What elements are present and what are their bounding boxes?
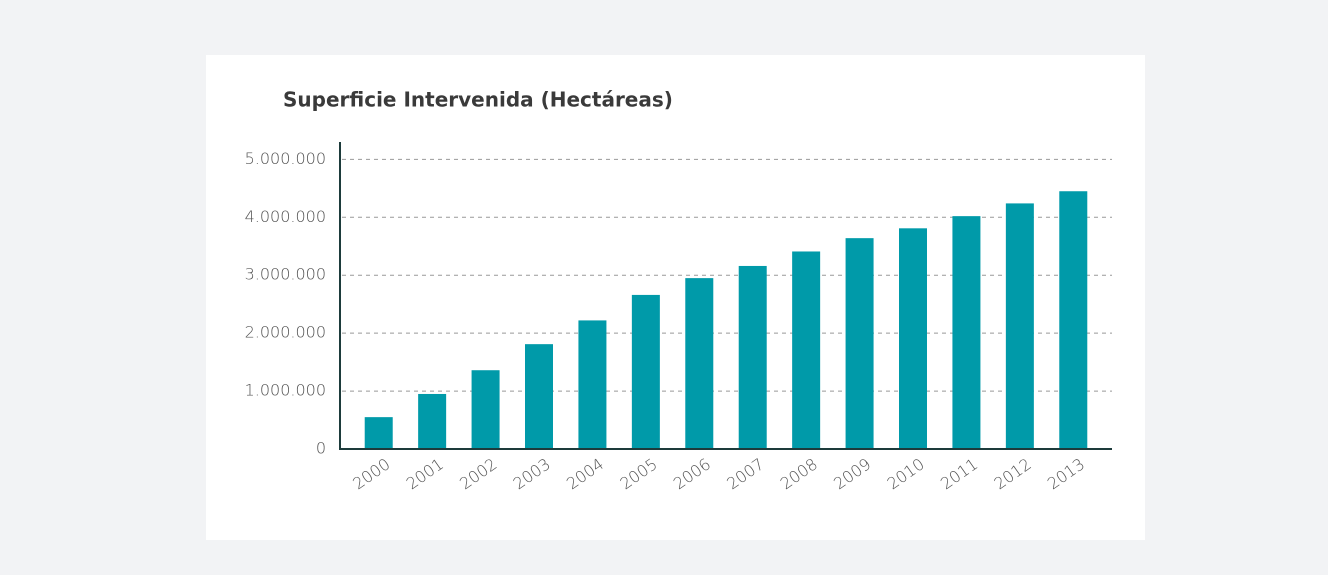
bar [738,265,767,449]
y-tick-label: 2.000.000 [245,323,326,342]
y-tick-label: 4.000.000 [245,207,326,226]
bar [471,370,500,449]
bar [525,344,553,449]
bar [952,216,981,449]
bar [418,393,447,449]
bar [631,294,660,449]
bar [899,228,927,449]
bar [1059,191,1088,450]
y-tick-label: 0 [316,439,326,458]
bar [845,238,874,449]
y-tick-label: 1.000.000 [245,381,326,400]
bar [792,251,821,449]
bar [578,320,607,449]
bar [364,417,393,449]
y-tick-label: 3.000.000 [245,265,326,284]
chart-title: Superficie Intervenida (Hectáreas) [283,88,673,112]
bar [685,278,714,449]
bar [1005,203,1034,449]
card [206,55,1145,540]
y-tick-label: 5.000.000 [245,149,326,168]
